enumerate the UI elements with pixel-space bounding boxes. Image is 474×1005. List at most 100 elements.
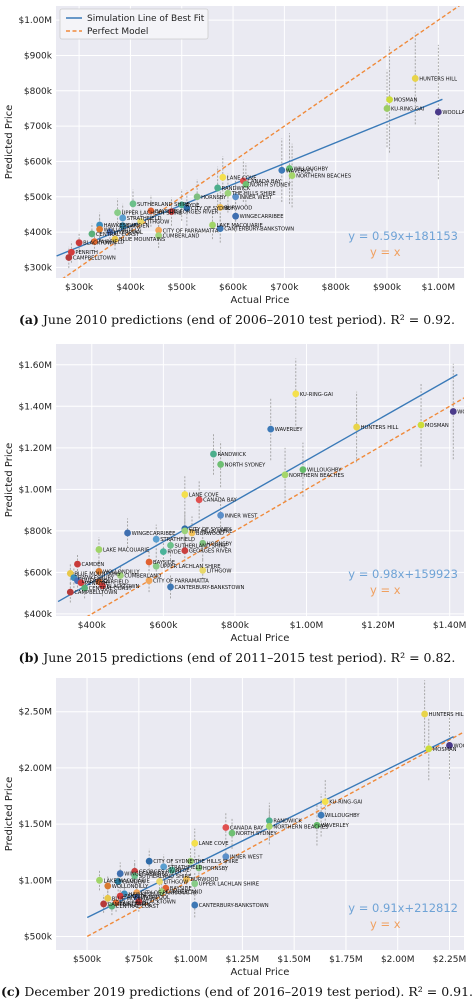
point-label: HAWKESBURY [128,892,165,898]
data-point [183,875,190,883]
data-point [181,491,189,498]
point-label: CITY OF SYDNEY [153,859,196,865]
perfect-model-line [62,6,461,278]
point-label: MOSMAN [433,747,457,753]
caption-label: (a) [18,312,39,327]
y-tick-label: $300k [24,263,53,273]
data-point [217,461,225,468]
data-point [187,857,195,865]
chart-panel-a: $300k $400k $500k $600k $700k $800k $900k $1.00… [0,0,474,338]
data-point [91,238,98,246]
x-tick-label: $800k [221,621,250,631]
data-point [167,542,174,549]
point-label: CENTRAL COAST [96,232,140,238]
y-tick-label: $1.20M [18,444,52,454]
data-point [167,583,174,591]
y-tick-label: $700k [24,122,53,132]
point-label: BLACKTOWN [143,900,176,906]
point-label: PENRITH [75,250,98,256]
x-tick-label: $500k [73,955,102,965]
point-label: HORNSBY [207,541,233,547]
data-point [145,577,153,585]
point-label: CANADA BAY [203,498,237,504]
best-fit-line [57,373,458,603]
data-point [299,466,307,474]
data-point [417,421,425,429]
y-axis-label: Predicted Price [4,443,15,518]
caption-text: December 2019 predictions (end of 2016–2… [24,984,474,999]
chart-a: $300k $400k $500k $600k $700k $800k $900k $1.00… [4,6,464,306]
data-point [152,562,160,570]
point-label: CITY OF PARRAMATTA [153,579,209,585]
data-point [411,75,419,82]
y-tick-label: $2.00M [18,764,52,774]
point-label: SUTHERLAND SHIRE [137,202,190,208]
x-tick-label: $1.20M [361,621,395,631]
data-point [155,226,163,234]
data-point [145,857,153,865]
data-point [124,529,131,537]
x-tick-label: $1.00M [422,283,456,293]
point-label: CAMDEN [81,562,104,568]
point-label: WILLOUGHBY [325,813,360,819]
data-point [265,817,273,825]
y-tick-label: $600k [24,157,53,167]
chart-c: $500k $750k $1.00M $1.25M $1.50M $1.75M $2.00M… [4,678,474,978]
data-point [449,408,457,415]
data-point [77,579,85,587]
point-label: LITHGOW [145,219,170,225]
point-label: CANADA BAY [230,825,264,831]
data-point [425,745,433,753]
point-label: RYDE [176,868,190,874]
point-label: STRATHFIELD [127,216,162,222]
data-point [178,201,186,209]
x-tick-label: $300k [65,283,94,293]
point-label: BAYSIDE [155,209,177,215]
data-point [156,878,163,885]
data-point [386,96,393,104]
point-label: BLACKTOWN [83,241,116,247]
caption-label: (b) [18,650,40,665]
point-label: CUMBERLAND [124,574,161,580]
data-point [108,902,116,910]
data-point [292,390,300,398]
data-point [160,863,168,871]
y-tick-label: $900k [24,51,53,61]
x-tick-label: $1.00M [290,621,324,631]
point-label: CANTERBURY-BANKSTOWN [175,585,245,591]
point-label: WILLOUGHBY [294,166,329,172]
y-tick-label: $1.00M [18,876,52,886]
point-label: LANE COVE [227,175,257,181]
point-label: NORTH SYDNEY [236,831,278,837]
point-label: WAVERLEY [286,168,315,174]
data-point [228,829,236,837]
point-label: INNER WEST [230,855,264,861]
point-label: HORNSBY [201,195,227,201]
data-point [168,208,175,215]
point-label: CANTERBURY-BANKSTOWN [224,227,294,233]
data-point [216,203,224,211]
data-point [96,876,103,884]
data-point [152,535,160,543]
plot-content: KU-RING-GAI WOOLLAHRA MOSMAN HUNTERS HILL WA… [57,358,464,616]
fit-equation: y = 0.91x+212812 [348,901,458,915]
data-point [219,173,227,181]
point-label: WOOLLAHRA [454,743,474,749]
best-fit-line [56,98,443,257]
data-point [242,180,250,188]
point-label: MOSMAN [394,98,418,104]
point-label: NORTHERN BEACHES [289,473,344,479]
x-tick-label: $2.00M [381,955,415,965]
caption-c: (c) December 2019 predictions (end of 20… [0,984,474,999]
point-label: CITY OF SYDNEY [191,206,234,212]
chart-panel-b: $400k $600k $800k $1.00M $1.20M $1.40M $400k $6… [0,338,474,672]
y-tick-label: $400k [24,610,53,620]
point-label: UPPER LACHLAN SHIRE [122,211,182,217]
y-tick-label: $400k [24,228,53,238]
point-label: INNER WEST [240,195,274,201]
data-point [267,425,275,433]
point-label: WINGECARRIBEE [132,531,176,537]
data-point [104,882,112,890]
point-label: NORTH SYDNEY [250,182,292,188]
x-tick-label: $1.50M [277,955,311,965]
